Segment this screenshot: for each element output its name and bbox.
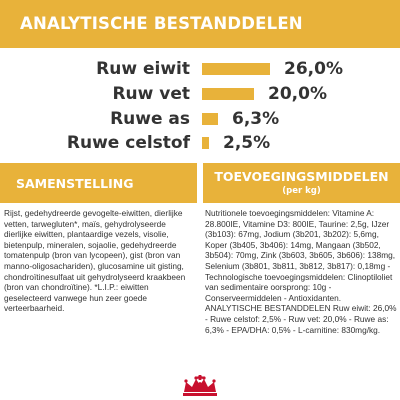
analysis-value: 6,3% <box>232 109 280 129</box>
analysis-bar <box>202 113 218 125</box>
analysis-value: 20,0% <box>268 84 327 104</box>
analysis-label: Ruw vet <box>112 84 190 104</box>
analysis-row-vet: Ruw vet 20,0% <box>0 83 400 105</box>
analysis-row-as: Ruwe as 6,3% <box>0 108 400 130</box>
analysis-value: 26,0% <box>284 59 343 79</box>
analysis-bar <box>202 63 270 75</box>
samenstelling-header: SAMENSTELLING <box>0 163 197 203</box>
header-band: ANALYTISCHE BESTANDDELEN <box>0 0 400 48</box>
analysis-label: Ruw eiwit <box>96 59 190 79</box>
analysis-label: Ruwe celstof <box>66 133 190 153</box>
toevoegingsmiddelen-title: TOEVOEGINGSMIDDELEN <box>214 169 389 184</box>
toevoegingsmiddelen-subtitle: (per kg) <box>282 186 321 196</box>
analysis-row-celstof: Ruwe celstof 2,5% <box>0 132 400 154</box>
analysis-label: Ruwe as <box>110 109 190 129</box>
toevoegingsmiddelen-text: Nutritionele toevoegingsmiddelen: Vitami… <box>205 208 397 335</box>
analysis-value: 2,5% <box>223 133 271 153</box>
toevoegingsmiddelen-header: TOEVOEGINGSMIDDELEN (per kg) <box>203 163 400 203</box>
analysis-row-eiwit: Ruw eiwit 26,0% <box>0 58 400 80</box>
samenstelling-title: SAMENSTELLING <box>16 176 134 191</box>
samenstelling-text: Rijst, gedehydreerde gevogelte-eiwitten,… <box>4 208 186 314</box>
page-title: ANALYTISCHE BESTANDDELEN <box>20 14 303 33</box>
crown-icon <box>183 375 217 396</box>
analysis-bar <box>202 137 209 149</box>
analysis-bar <box>202 88 254 100</box>
